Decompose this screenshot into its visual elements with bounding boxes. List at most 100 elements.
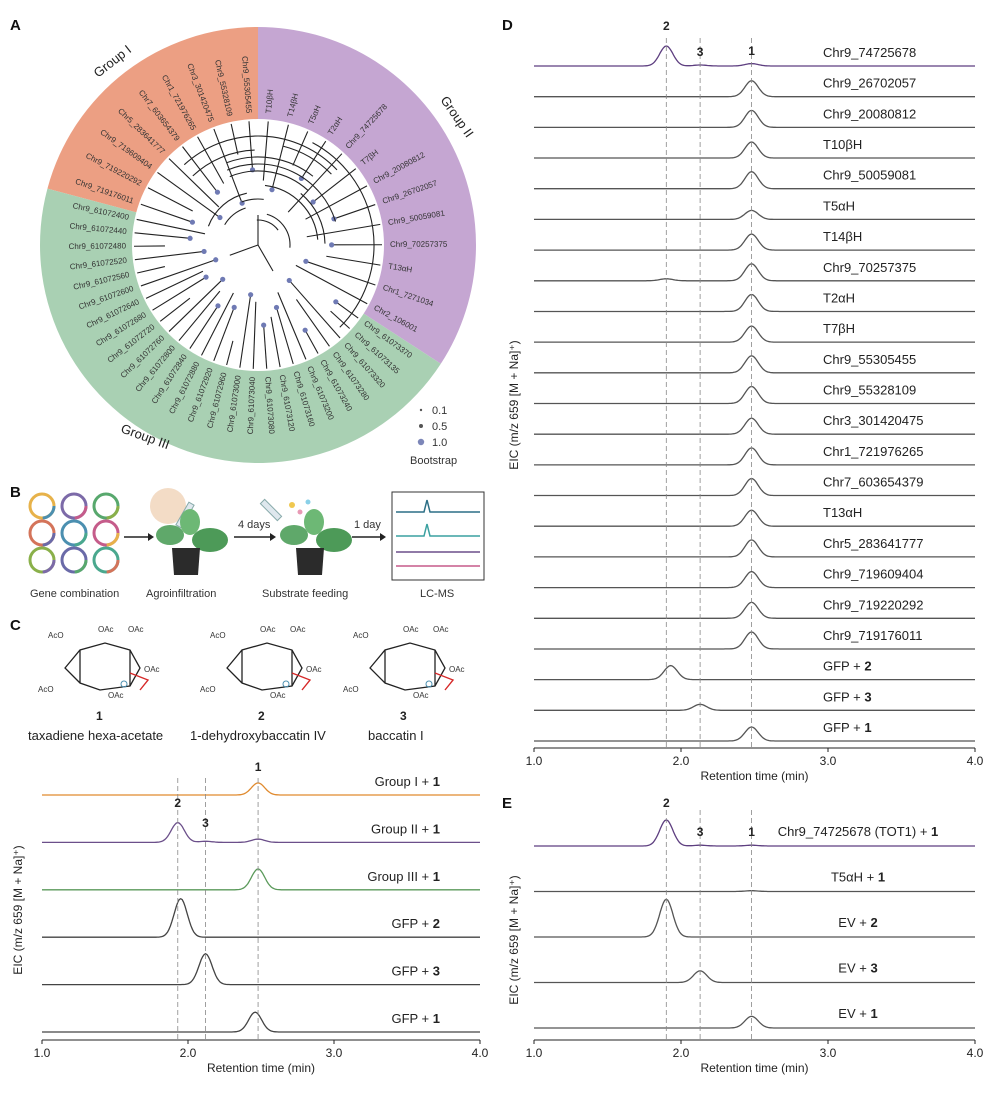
gene-well-ring xyxy=(28,546,56,574)
trace-label-number: 1 xyxy=(433,869,440,884)
x-axis-label: Retention time (min) xyxy=(700,769,808,783)
chromatogram-trace xyxy=(534,1015,975,1029)
step-lcms: LC-MS xyxy=(420,588,454,600)
compound-1-number: 1 xyxy=(96,709,103,723)
chromatogram-trace xyxy=(534,263,975,282)
molecule-group-label: OAc xyxy=(98,625,114,634)
compound-2-number: 2 xyxy=(258,709,265,723)
chromatogram-trace xyxy=(534,819,975,847)
tree-branch xyxy=(330,310,351,329)
chromatogram-trace xyxy=(42,1011,480,1033)
chromatogram-trace xyxy=(534,970,975,984)
tree-branch xyxy=(213,307,235,362)
trace-label-number: 2 xyxy=(870,915,877,930)
chromatogram-trace xyxy=(534,447,975,466)
tree-branch xyxy=(248,121,254,170)
arrow-2: 4 days xyxy=(234,519,276,541)
panel-c-letter: C xyxy=(10,617,21,634)
trace-label: GFP + 1 xyxy=(823,720,872,735)
trace-label-text: GFP + xyxy=(823,659,864,674)
bootstrap-node xyxy=(261,322,267,328)
molecule-group-label: OAc xyxy=(433,625,449,634)
molecule-group-label: OAc xyxy=(260,625,276,634)
molecule-group-label: OAc xyxy=(403,625,419,634)
tree-branch xyxy=(147,187,193,212)
panel-e-letter: E xyxy=(502,795,512,812)
tree-branch xyxy=(134,232,191,239)
tree-branch xyxy=(326,255,381,266)
tree-root-branch xyxy=(257,244,274,272)
trace-label-number: 3 xyxy=(864,689,871,704)
tree-branch-arc xyxy=(227,163,337,222)
gene-well-ring xyxy=(28,519,56,547)
tree-leaf-label: Chr9_70257375 xyxy=(390,240,448,249)
trace-label-text: EV + xyxy=(838,915,870,930)
leaf-icon xyxy=(192,528,228,552)
peak-label: 1 xyxy=(748,825,755,839)
tree-branch-arc xyxy=(207,192,247,227)
tree-branch xyxy=(226,340,234,366)
trace-label-text: T5αH + xyxy=(831,870,878,885)
trace-label: EV + 3 xyxy=(838,961,877,976)
bootstrap-node xyxy=(231,304,237,310)
arrow-1-day-label: 1 day xyxy=(354,519,381,531)
molecule-group-label: OAc xyxy=(108,691,124,700)
tree-branch xyxy=(134,250,205,261)
chromatogram-trace xyxy=(42,868,480,891)
molecule-group-label: OAc xyxy=(413,691,429,700)
chromatogram-trace xyxy=(534,601,975,619)
chromatogram-trace xyxy=(534,385,975,405)
chromatogram-trace xyxy=(534,45,975,67)
leaf-icon xyxy=(180,509,200,535)
molecule-ring xyxy=(369,642,446,691)
tree-branch-arc xyxy=(226,156,314,177)
trace-label: GFP + 3 xyxy=(391,964,440,979)
tree-root-branch xyxy=(229,244,259,256)
molecule-highlight xyxy=(129,672,150,691)
tree-leaf-label: T10βH xyxy=(264,89,275,114)
bootstrap-node xyxy=(269,187,275,193)
tree-branch-arc xyxy=(229,170,309,191)
trace-label-number: 2 xyxy=(433,916,440,931)
bootstrap-node xyxy=(303,258,309,264)
tree-branch xyxy=(252,301,257,369)
tree-branch xyxy=(168,278,224,332)
peak-label: 3 xyxy=(202,816,209,830)
compound-1-name: taxadiene hexa-acetate xyxy=(28,728,163,743)
trace-label-text: EV + xyxy=(838,961,870,976)
agroinfiltration-plant xyxy=(150,488,228,575)
peak-label: 1 xyxy=(255,760,262,774)
chromatogram-trace xyxy=(534,509,975,527)
chromatogram-trace xyxy=(534,631,975,650)
x-tick-label: 2.0 xyxy=(673,754,690,768)
tree-branch xyxy=(288,280,341,339)
tree-branch xyxy=(136,218,206,235)
tree-branch-arc xyxy=(224,207,246,226)
gene-well-ring xyxy=(28,492,56,520)
bootstrap-dot-small xyxy=(419,408,423,412)
tree-branch xyxy=(137,266,166,274)
bootstrap-node xyxy=(333,299,339,305)
gene-well-ring xyxy=(60,492,88,520)
x-tick-label: 1.0 xyxy=(526,754,543,768)
trace-label: Group I + 1 xyxy=(375,774,440,789)
molecule-group-label: AcO xyxy=(343,685,359,694)
substrate-plant xyxy=(259,498,352,575)
trace-label: GFP + 3 xyxy=(823,689,872,704)
trace-label: T7βH xyxy=(823,321,855,336)
x-tick-label: 2.0 xyxy=(180,1046,197,1060)
tree-branch xyxy=(270,316,281,368)
tree-branch-arc xyxy=(266,213,291,248)
molecule-atom xyxy=(282,680,290,688)
tree-branch xyxy=(140,259,216,287)
chromatogram-trace xyxy=(42,782,480,796)
tree-branch-arc xyxy=(300,192,326,244)
lcms-mini-chart xyxy=(391,491,485,581)
trace-label: EV + 1 xyxy=(838,1006,877,1021)
trace-label: T5αH + 1 xyxy=(831,870,885,885)
chromatogram-trace xyxy=(42,821,480,844)
bootstrap-node xyxy=(189,219,196,225)
trace-label-text: T5αH xyxy=(823,198,855,213)
